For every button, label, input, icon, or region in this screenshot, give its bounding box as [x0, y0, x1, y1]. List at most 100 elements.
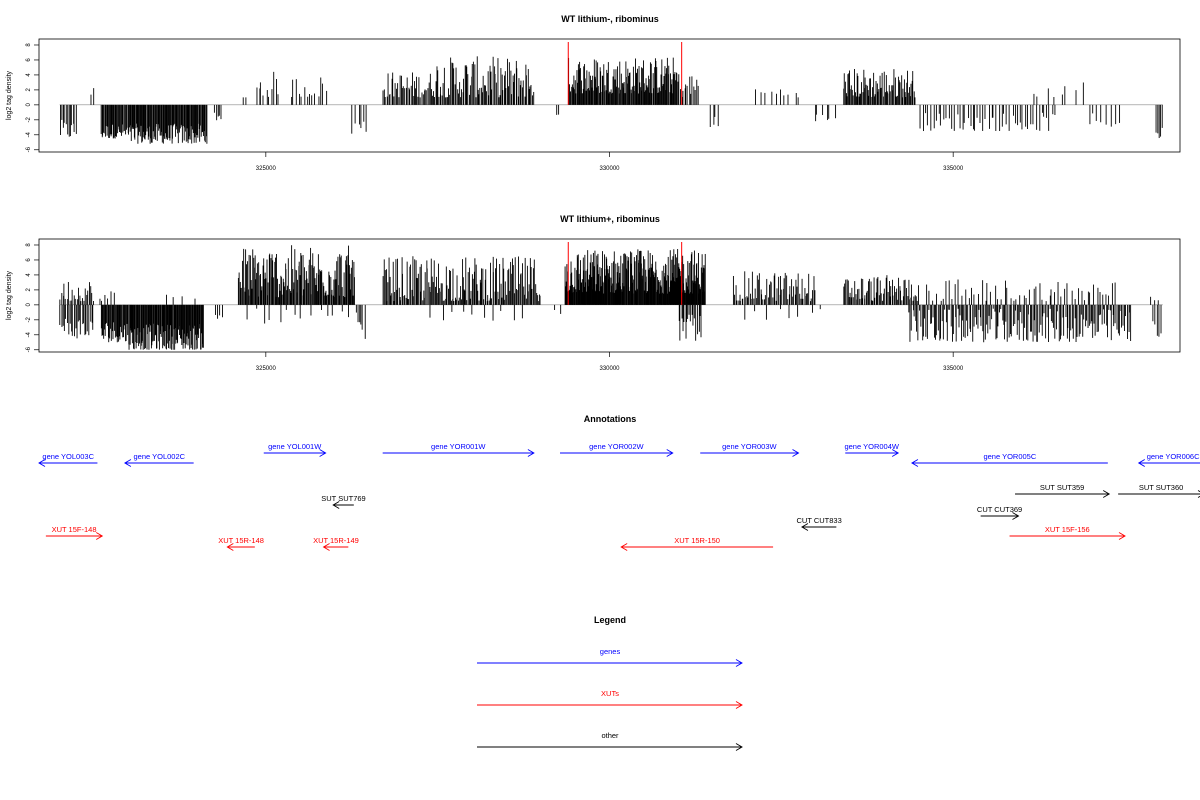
legend-arrow-head	[735, 701, 743, 709]
x-tick-label: 325000	[256, 366, 277, 372]
y-tick-label: 2	[26, 88, 32, 92]
annotation-feature: SUT SUT359	[1015, 483, 1111, 498]
y-tick-label: -2	[26, 316, 32, 322]
annotation-feature: XUT 15R-149	[313, 536, 359, 551]
annotation-feature: XUT 15F-148	[45, 525, 104, 540]
chart-title: WT lithium-, ribominus	[561, 14, 659, 24]
y-tick-label: 8	[26, 43, 32, 47]
annotation-feature: CUT CUT369	[977, 505, 1022, 520]
y-tick-label: 6	[26, 258, 32, 262]
feature-arrow-head	[1102, 490, 1111, 498]
annotation-feature: gene YOR004W	[844, 442, 900, 457]
chart-title: WT lithium+, ribominus	[560, 214, 660, 224]
feature-arrow-head	[801, 523, 809, 531]
x-tick-label: 335000	[943, 366, 964, 372]
y-tick-label: -2	[26, 116, 32, 122]
annotation-feature: CUT CUT833	[796, 516, 842, 531]
legend-entry: XUTs	[477, 689, 743, 709]
y-tick-label: -6	[26, 346, 32, 352]
feature-arrow-head	[620, 543, 628, 551]
feature-arrow-head	[124, 459, 132, 467]
annotation-feature: gene YOL002C	[124, 452, 194, 467]
feature-label: gene YOR002W	[589, 442, 644, 451]
y-tick-label: 6	[26, 58, 32, 62]
y-tick-label: -6	[26, 146, 32, 152]
annotation-feature: gene YOR003W	[700, 442, 800, 457]
feature-arrow-head	[911, 459, 919, 467]
feature-label: gene YOL001W	[268, 442, 322, 451]
annotation-feature: XUT 15F-156	[1009, 525, 1126, 540]
y-tick-label: -4	[26, 331, 32, 337]
y-tick-label: 0	[26, 303, 32, 307]
legend: Legend genes XUTs other	[477, 615, 743, 751]
legend-arrow-head	[735, 659, 743, 667]
x-tick-label: 335000	[943, 166, 964, 172]
x-tick-label: 325000	[256, 166, 277, 172]
feature-label: XUT 15R-149	[313, 536, 359, 545]
feature-label: gene YOL002C	[133, 452, 185, 461]
legend-title: Legend	[594, 615, 626, 625]
annotation-feature: XUT 15R-150	[620, 536, 774, 551]
feature-label: CUT CUT833	[796, 516, 841, 525]
feature-arrow-head	[1137, 459, 1145, 467]
legend-label: genes	[600, 647, 621, 656]
feature-label: gene YOR003W	[722, 442, 777, 451]
feature-arrow-head	[332, 501, 340, 509]
feature-arrow-head	[38, 459, 46, 467]
y-tick-label: 0	[26, 103, 32, 107]
y-tick-label: 8	[26, 243, 32, 247]
density-bars	[59, 245, 1162, 350]
feature-label: gene YOR006C	[1147, 452, 1200, 461]
feature-label: XUT 15F-156	[1045, 525, 1090, 534]
feature-arrow-head	[666, 449, 674, 457]
feature-arrow-head	[322, 543, 330, 551]
y-tick-label: -4	[26, 131, 32, 137]
annotation-feature: SUT SUT769	[321, 494, 366, 509]
feature-label: gene YOR005C	[983, 452, 1036, 461]
feature-label: XUT 15F-148	[52, 525, 97, 534]
legend-arrow-head	[735, 743, 743, 751]
feature-label: SUT SUT769	[321, 494, 365, 503]
annotation-feature: SUT SUT360	[1118, 483, 1200, 498]
feature-label: gene YOL003C	[42, 452, 94, 461]
feature-label: SUT SUT360	[1139, 483, 1183, 492]
y-tick-label: 4	[26, 73, 32, 77]
annotation-feature: gene YOR001W	[382, 442, 535, 457]
feature-arrow-head	[319, 449, 327, 457]
legend-label: XUTs	[601, 689, 619, 698]
feature-arrow-head	[1012, 512, 1020, 520]
feature-label: XUT 15R-148	[218, 536, 264, 545]
feature-label: XUT 15R-150	[674, 536, 720, 545]
annotation-feature: gene YOR002W	[560, 442, 674, 457]
legend-entry: genes	[477, 647, 743, 667]
x-tick-label: 330000	[599, 166, 620, 172]
annotation-feature: gene YOL001W	[263, 442, 327, 457]
annotation-feature: gene YOR006C	[1137, 452, 1200, 467]
feature-label: gene YOR004W	[844, 442, 899, 451]
feature-label: SUT SUT359	[1040, 483, 1084, 492]
x-tick-label: 330000	[599, 366, 620, 372]
feature-arrow-head	[527, 449, 535, 457]
feature-arrow-head	[226, 543, 234, 551]
feature-arrow-head	[891, 449, 900, 457]
feature-arrow-head	[792, 449, 800, 457]
annotations-title: Annotations	[584, 414, 637, 424]
y-tick-label: 4	[26, 273, 32, 277]
annotation-feature: gene YOL003C	[38, 452, 98, 467]
legend-label: other	[601, 731, 619, 740]
y-tick-label: 2	[26, 288, 32, 292]
panel-middle: WT lithium+, ribominus log2 tag density 8 6…	[6, 214, 1181, 372]
legend-entry: other	[477, 731, 743, 751]
annotations-panel: Annotations gene YOL003C gene YOL002C gene …	[38, 414, 1200, 551]
feature-arrow-head	[1118, 532, 1126, 540]
annotation-feature: gene YOR005C	[911, 452, 1108, 467]
feature-arrow-head	[96, 532, 104, 540]
density-bars	[60, 56, 1163, 144]
feature-label: gene YOR001W	[431, 442, 486, 451]
annotation-feature: XUT 15R-148	[218, 536, 264, 551]
feature-label: CUT CUT369	[977, 505, 1022, 514]
y-axis-label: log2 tag density	[6, 270, 13, 320]
panel-top: WT lithium-, ribominus log2 tag density 8 6…	[6, 14, 1181, 172]
y-axis-label: log2 tag density	[6, 70, 13, 120]
